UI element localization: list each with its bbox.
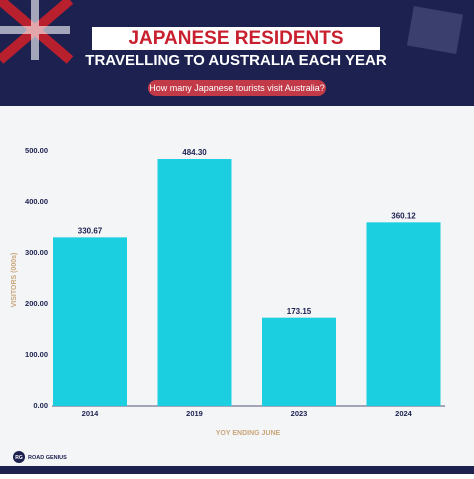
- question-pill: [148, 80, 326, 96]
- brand-logo: RG: [15, 455, 23, 461]
- bar: [157, 159, 232, 406]
- y-tick-label: 0.00: [33, 401, 48, 410]
- y-tick-label: 100.00: [25, 350, 48, 359]
- footer-band: [0, 466, 474, 474]
- y-tick-label: 200.00: [25, 299, 48, 308]
- y-tick-label: 500.00: [25, 146, 48, 155]
- y-axis-title: VISITORS (000s): [11, 253, 18, 308]
- y-tick-label: 300.00: [25, 248, 48, 257]
- bar: [366, 222, 441, 406]
- x-tick-label: 2024: [395, 409, 413, 418]
- brand-name: ROAD GENIUS: [28, 455, 67, 461]
- bar: [53, 237, 127, 406]
- value-label: 330.67: [78, 226, 103, 235]
- chart-subtitle: TRAVELLING TO AUSTRALIA EACH YEAR: [85, 52, 387, 69]
- stamp-decoration: [406, 5, 464, 55]
- brand-logo-circle: [13, 451, 25, 463]
- value-label: 173.15: [287, 307, 312, 316]
- flag-decoration: [0, 0, 70, 60]
- value-label: 360.12: [391, 211, 416, 220]
- x-axis-title: YOY ENDING JUNE: [216, 430, 281, 437]
- x-tick-label: 2023: [291, 409, 308, 418]
- y-tick-label: 400.00: [25, 197, 48, 206]
- chart-title: JAPANESE RESIDENTS: [128, 28, 343, 49]
- x-tick-label: 2014: [82, 409, 100, 418]
- value-label: 484.30: [182, 148, 207, 157]
- question: How many Japanese tourists visit Austral…: [149, 83, 325, 93]
- title-box: [92, 27, 380, 50]
- x-tick-label: 2019: [186, 409, 203, 418]
- bar: [262, 317, 336, 406]
